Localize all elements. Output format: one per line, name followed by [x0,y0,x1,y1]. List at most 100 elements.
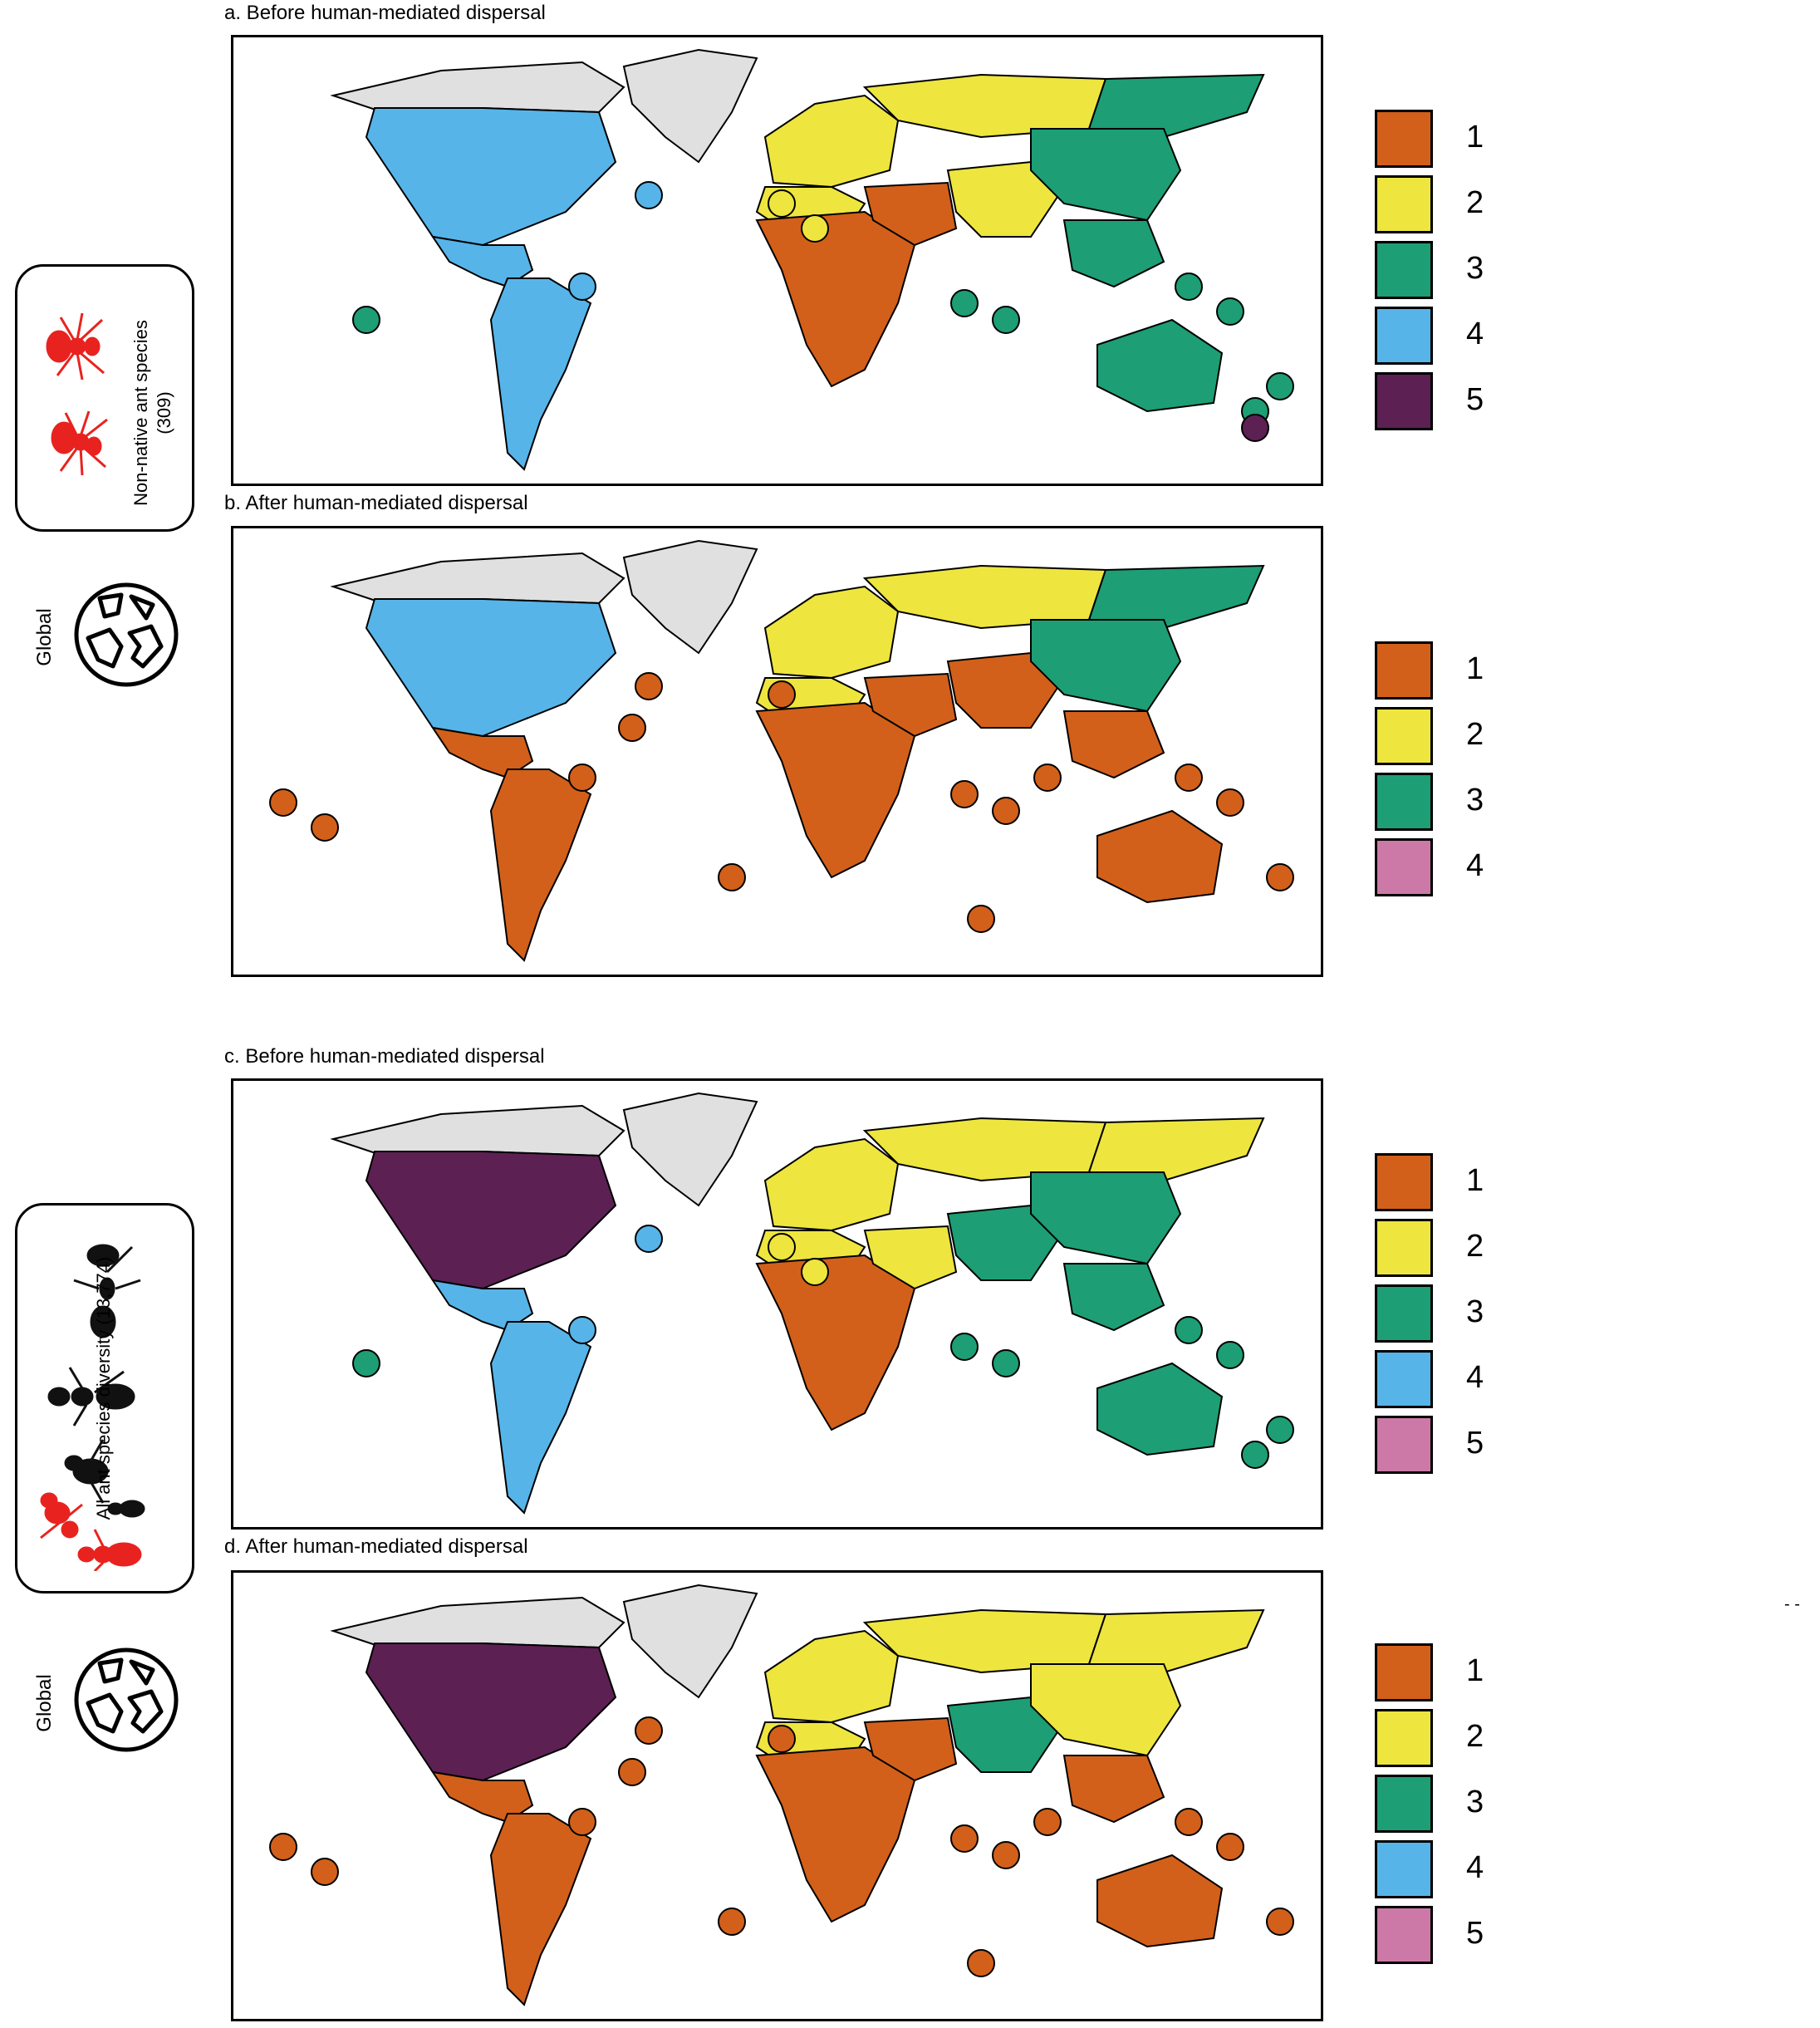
legend-label: 5 [1466,382,1484,417]
legend-swatch [1375,1284,1433,1343]
region-southeast-asia [1062,710,1165,779]
legend-swatch [1375,707,1433,765]
region-africa [755,1746,916,1923]
island-marker [967,1949,995,1977]
legend-item-2: 2 [1375,175,1574,233]
island-marker [801,1258,829,1286]
island-marker [1216,1833,1244,1861]
region-greenland [622,1584,758,1699]
all-species-badge: All ant species diversity (13,774) [15,1203,194,1593]
island-marker [635,1225,663,1253]
region-russia-east [1087,1117,1265,1182]
map-panel-c [231,1078,1323,1530]
legend-swatch [1375,1153,1433,1211]
legend-swatch [1375,838,1433,896]
island-marker [1216,1341,1244,1369]
legend-item-2: 2 [1375,1709,1574,1767]
region-south-america [489,1321,592,1515]
region-russia-east [1087,564,1265,630]
legend-swatch [1375,1906,1433,1964]
island-marker [568,764,596,792]
region-russia-west [862,564,1107,630]
island-marker [718,1908,746,1936]
region-east-asia [1030,619,1182,713]
region-europe [763,585,900,680]
island-marker [950,1824,979,1853]
legend-label: 1 [1466,651,1484,686]
panel-d-title: d. After human-mediated dispersal [224,1535,528,1558]
region-australia [1096,1362,1224,1456]
legend-swatch [1375,307,1433,365]
legend-swatch [1375,1350,1433,1408]
legend-item-3: 3 [1375,1775,1574,1833]
region-north-america [365,107,617,247]
island-marker [269,1833,297,1861]
legend-item-2: 2 [1375,1219,1574,1277]
region-greenland [622,1092,758,1207]
legend-item-4: 4 [1375,1350,1574,1408]
region-arctic-canada [330,552,625,605]
legend-item-1: 1 [1375,1153,1574,1211]
legend-label: 4 [1466,1850,1484,1885]
island-marker [352,306,380,334]
map-panel-d [231,1570,1323,2021]
legend-swatch [1375,1775,1433,1833]
island-marker [768,189,796,218]
region-russia-east [1087,73,1265,139]
map-panel-a [231,35,1323,486]
region-southeast-asia [1062,1263,1165,1332]
island-marker [992,797,1020,825]
legend-label: 1 [1466,1163,1484,1198]
region-south-america [489,277,592,471]
legend-item-3: 3 [1375,1284,1574,1343]
island-marker [992,1349,1020,1377]
island-marker [801,214,829,243]
legend-swatch [1375,175,1433,233]
island-marker [1266,1416,1294,1444]
region-middle-east [863,672,958,738]
island-marker [1175,273,1203,301]
legend-swatch [1375,1416,1433,1474]
legend-swatch [1375,1219,1433,1277]
island-marker [568,273,596,301]
all-species-label: All ant species diversity (13,774) [93,1256,114,1520]
legend-label: 4 [1466,1360,1484,1395]
island-marker [1033,1808,1062,1836]
region-australia [1096,1854,1224,1948]
ant-silhouettes-icon [40,1244,145,1571]
legend-item-5: 5 [1375,1906,1574,1964]
island-marker [568,1808,596,1836]
region-southeast-asia [1062,1755,1165,1824]
island-marker [1033,764,1062,792]
region-southeast-asia [1062,219,1165,288]
region-east-asia [1030,128,1182,222]
island-marker [1266,1908,1294,1936]
legend-swatch [1375,241,1433,299]
legend-item-5: 5 [1375,1416,1574,1474]
region-europe [763,1629,900,1724]
island-marker [950,289,979,317]
stray-mark: - - [1784,1595,1800,1613]
legend-label: 3 [1466,1785,1484,1819]
region-south-america [489,1813,592,2006]
legend-item-4: 4 [1375,307,1574,365]
legend-item-2: 2 [1375,707,1574,765]
region-australia [1096,809,1224,904]
region-greenland [622,48,758,164]
region-australia [1096,318,1224,413]
island-marker [1175,1808,1203,1836]
region-arctic-canada [330,1596,625,1649]
region-russia-west [862,1117,1107,1182]
region-south-america [489,768,592,962]
legend-swatch [1375,1643,1433,1701]
panel-a-title: a. Before human-mediated dispersal [224,2,546,24]
island-marker [768,1725,796,1753]
globe-icon [74,582,179,687]
island-marker [635,1716,663,1745]
island-marker [352,1349,380,1377]
region-middle-east [863,1225,958,1290]
legend-item-1: 1 [1375,110,1574,168]
island-marker [635,181,663,209]
panel-b-title: b. After human-mediated dispersal [224,492,528,514]
island-marker [1175,1316,1203,1344]
